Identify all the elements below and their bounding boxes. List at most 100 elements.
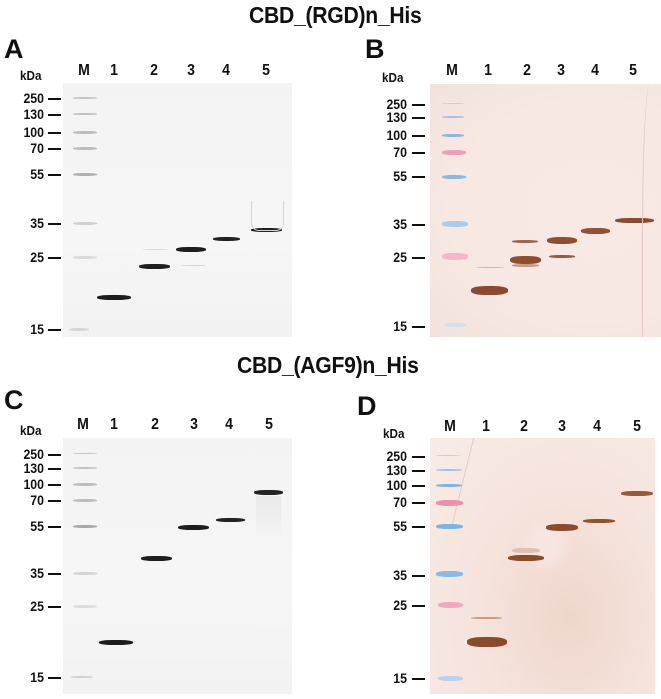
secondary-band-lane-3 [549, 255, 575, 258]
lane-label-1: 1 [110, 416, 118, 433]
mw-label-55: 55 [393, 168, 407, 184]
mw-tick [48, 468, 61, 470]
faint-band-lane-2 [143, 249, 168, 250]
lane-label-m: M [446, 62, 458, 79]
mw-tick [48, 329, 61, 331]
mw-tick [412, 152, 425, 154]
mw-tick [48, 526, 61, 528]
mw-tick [412, 176, 425, 178]
mw-label-15: 15 [30, 321, 44, 337]
faint-band-lane-1 [471, 617, 502, 619]
mw-label-55: 55 [30, 166, 44, 182]
ladder-band-blue [436, 484, 462, 487]
mw-tick [48, 132, 61, 134]
ladder-band-blue [436, 571, 463, 577]
mw-label-35: 35 [393, 567, 407, 583]
lane-label-m: M [444, 418, 456, 435]
mw-tick [48, 148, 61, 150]
sds-page-gel-c [63, 438, 292, 694]
mw-label-250: 250 [386, 96, 407, 112]
mw-label-25: 25 [30, 249, 44, 265]
smear-lane-2 [512, 264, 539, 267]
sds-page-gel-a [63, 83, 292, 337]
mw-label-130: 130 [23, 460, 44, 476]
smear-lane-5 [256, 496, 281, 536]
lane-label-4: 4 [222, 62, 230, 79]
mw-label-55: 55 [393, 518, 407, 534]
mw-label-35: 35 [393, 216, 407, 232]
mw-tick [48, 257, 61, 259]
lane-label-1: 1 [110, 62, 118, 79]
protein-band-lane-2 [141, 556, 172, 561]
mw-label-70: 70 [30, 492, 44, 508]
protein-band-lane-2 [508, 555, 544, 561]
faint-band-lane-1 [476, 267, 504, 268]
protein-band-lane-3 [178, 525, 209, 530]
ladder-band-blue [442, 175, 466, 179]
mw-tick [412, 605, 425, 607]
ladder-band [73, 453, 97, 454]
ladder-band-blue [442, 103, 464, 104]
mw-label-250: 250 [23, 90, 44, 106]
panel-letter-a: A [4, 34, 24, 64]
lane-label-5: 5 [262, 62, 270, 79]
lane-label-1: 1 [484, 62, 492, 79]
protein-band-lane-5 [615, 218, 654, 223]
lane-label-2: 2 [523, 62, 531, 79]
ladder-band [73, 222, 97, 225]
ladder-band [73, 256, 97, 259]
mw-tick [412, 678, 425, 680]
mw-tick [48, 677, 61, 679]
mw-tick [412, 575, 425, 577]
ladder-band [71, 676, 93, 678]
protein-band-lane-5 [621, 491, 653, 496]
mw-tick [412, 257, 425, 259]
mw-label-25: 25 [30, 598, 44, 614]
faint-band-lane-3 [181, 265, 206, 266]
mw-tick [412, 224, 425, 226]
mw-tick [48, 114, 61, 116]
ladder-band-blue [436, 469, 462, 471]
lane-label-4: 4 [591, 62, 599, 79]
ladder-band-pink [442, 253, 468, 260]
mw-tick [48, 500, 61, 502]
mw-tick [412, 135, 425, 137]
mw-label-250: 250 [386, 448, 407, 464]
protein-band-lane-4 [216, 518, 245, 522]
lane-label-3: 3 [558, 418, 566, 435]
mw-tick [412, 326, 425, 328]
lane-label-3: 3 [557, 62, 565, 79]
mw-tick [412, 470, 425, 472]
protein-band-lane-4 [213, 237, 240, 241]
ladder-band-blue [442, 116, 464, 118]
mw-tick [48, 606, 61, 608]
lane-label-3: 3 [187, 62, 195, 79]
western-blot-d [430, 438, 655, 694]
kda-label: kDa [20, 423, 42, 438]
lane-label-4: 4 [593, 418, 601, 435]
ladder-band-pink [436, 500, 463, 506]
row-title-agf9: CBD_(AGF9)n_His [237, 352, 419, 378]
kda-label: kDa [20, 68, 42, 83]
mw-label-70: 70 [30, 140, 44, 156]
mw-tick [412, 502, 425, 504]
ladder-band [73, 483, 97, 486]
ladder-band-blue [438, 676, 463, 681]
smear-lane-5 [251, 201, 284, 231]
lane-label-4: 4 [225, 416, 233, 433]
mw-label-25: 25 [393, 249, 407, 265]
mw-label-15: 15 [393, 318, 407, 334]
mw-label-55: 55 [30, 518, 44, 534]
protein-band-lane-3 [176, 247, 206, 252]
mw-label-70: 70 [393, 144, 407, 160]
lane-label-5: 5 [633, 418, 641, 435]
lane-label-2: 2 [520, 418, 528, 435]
protein-band-lane-1 [97, 295, 131, 300]
mw-tick [48, 454, 61, 456]
lane-label-5: 5 [629, 62, 637, 79]
mw-tick [412, 526, 425, 528]
kda-label: kDa [382, 70, 404, 85]
mw-label-70: 70 [393, 494, 407, 510]
mw-label-100: 100 [23, 476, 44, 492]
lane-label-1: 1 [482, 418, 490, 435]
